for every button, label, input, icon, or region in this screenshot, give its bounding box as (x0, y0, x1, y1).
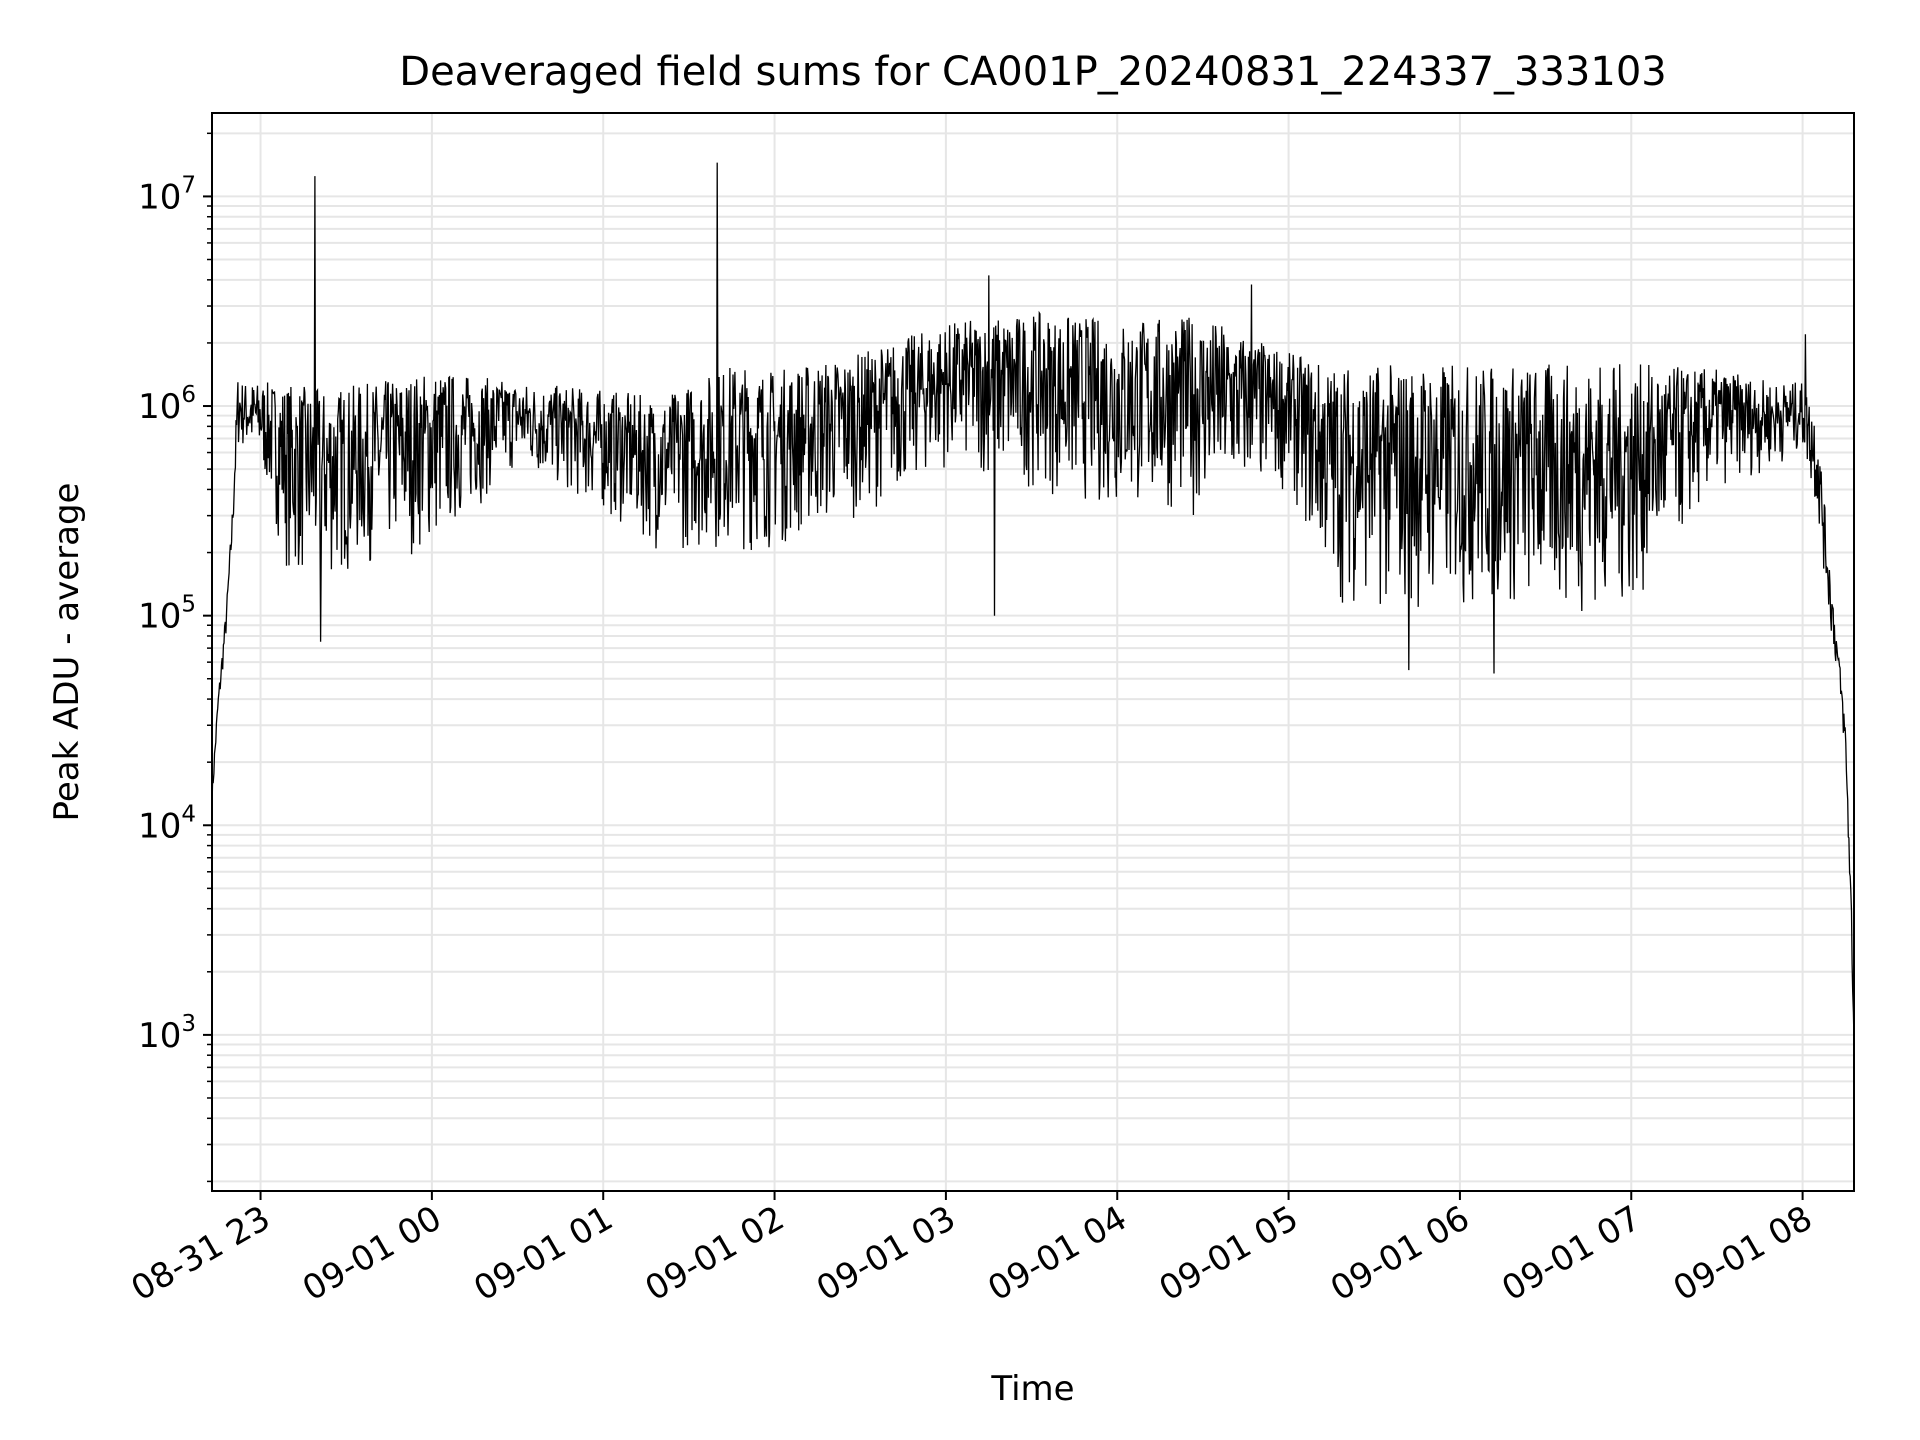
y-tick-label: 105 (138, 592, 196, 637)
y-axis-label: Peak ADU - average (47, 483, 87, 822)
chart-title: Deaveraged field sums for CA001P_2024083… (399, 49, 1666, 95)
grid-lines (212, 113, 1854, 1191)
series-line (211, 162, 1855, 1043)
y-tick-label: 103 (138, 1011, 196, 1056)
y-tick-label: 104 (138, 801, 196, 846)
x-axis-label: Time (990, 1369, 1074, 1409)
y-tick-label: 107 (138, 172, 196, 217)
y-tick-label: 106 (138, 382, 196, 427)
series-group (211, 162, 1855, 1043)
plot-frame (211, 112, 1855, 1192)
